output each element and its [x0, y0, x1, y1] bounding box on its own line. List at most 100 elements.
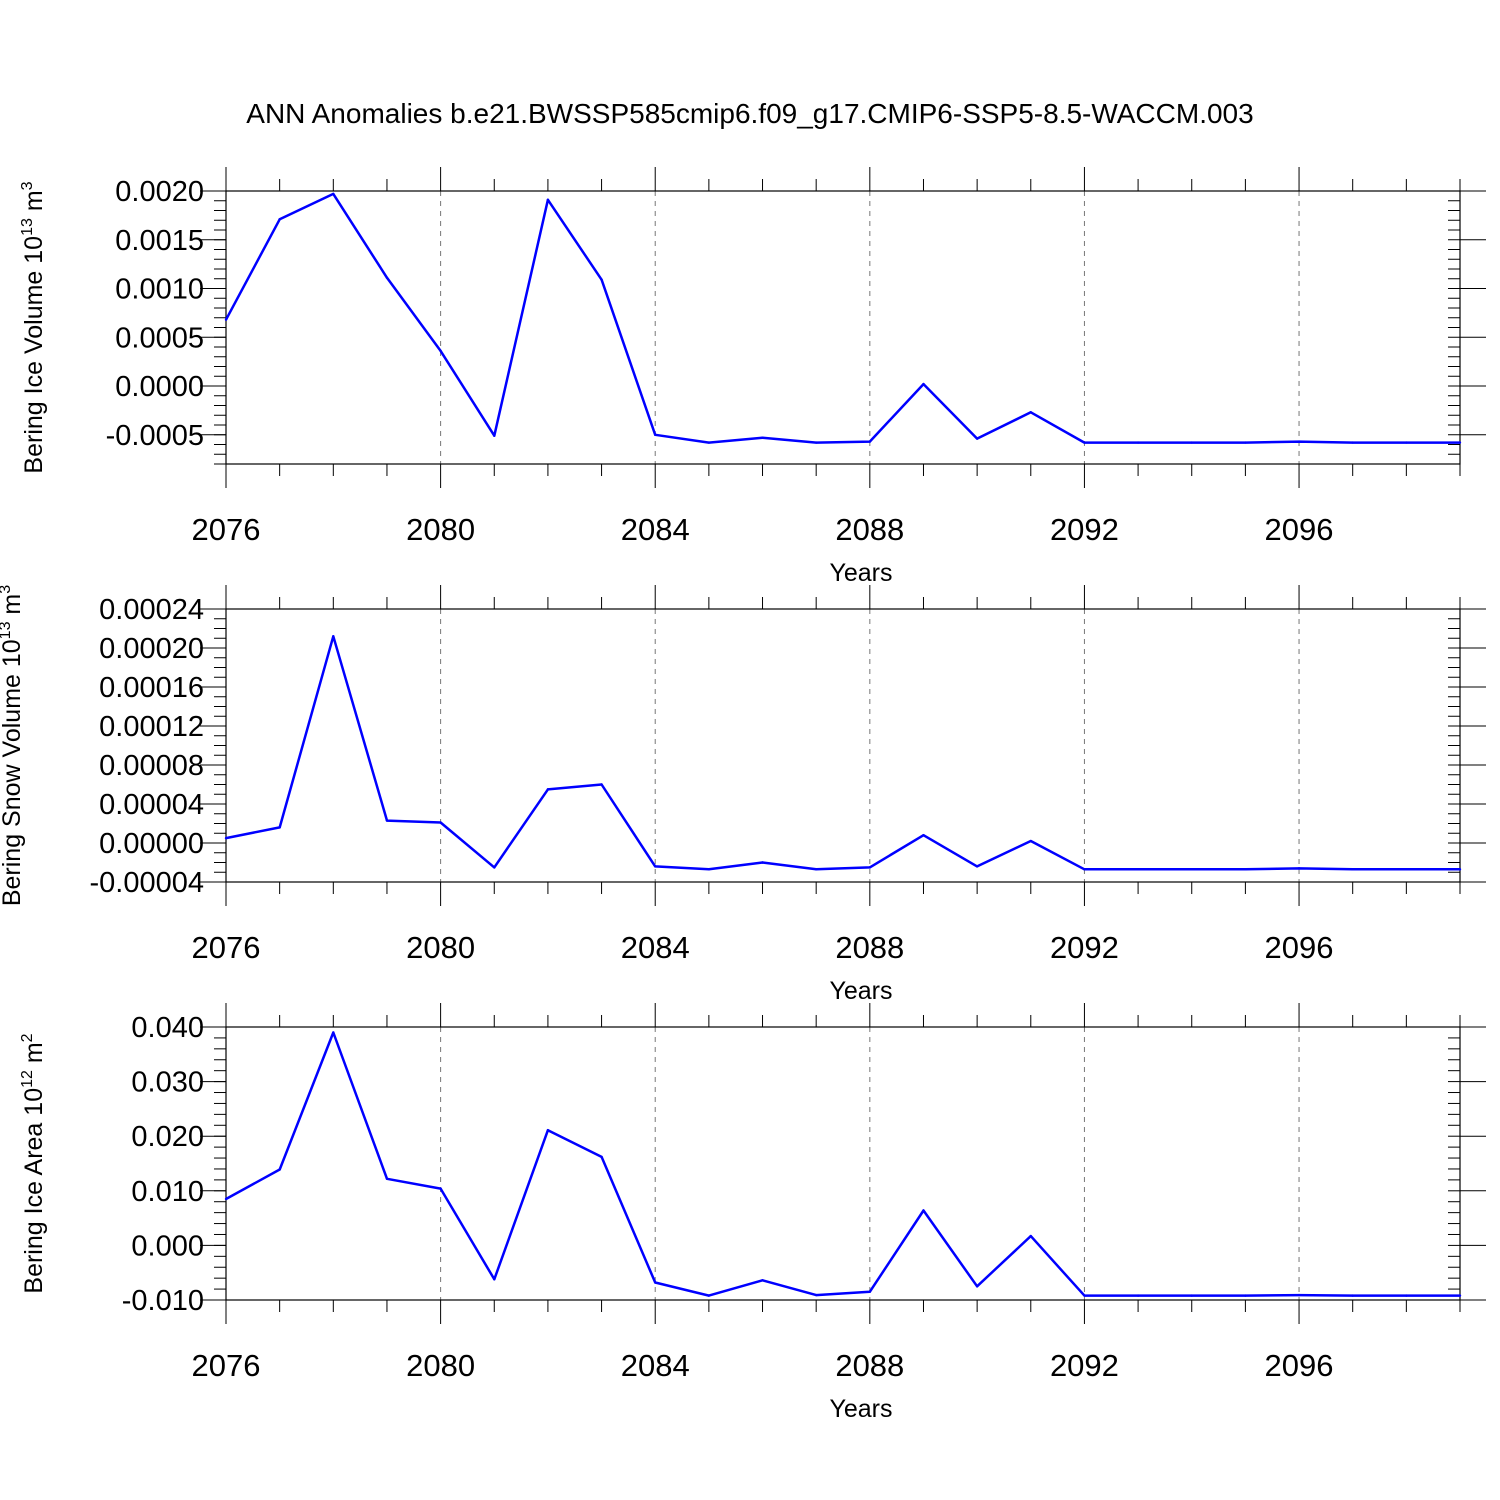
panel-2-x-tick-label-1: 2080 — [406, 1348, 475, 1383]
panel-1-data-point-2080 — [439, 821, 442, 824]
panel-1-data-point-2083 — [600, 783, 603, 786]
panel-0-y-tick-label-4: 0.0015 — [115, 225, 204, 257]
panel-2-y-tick-label-1: 0.000 — [131, 1230, 204, 1262]
panel-2-data-point-2080 — [439, 1187, 442, 1190]
panel-1-series-line — [225, 635, 1460, 871]
panel-0-data-point-2095 — [1244, 441, 1247, 444]
panel-0-data-point-2076 — [224, 318, 228, 321]
panel-2-data-point-2078 — [332, 1031, 335, 1034]
panel-2-data-point-2091 — [1029, 1234, 1032, 1238]
panel-2-data-point-2099 — [1458, 1294, 1462, 1297]
panel-0-data-point-2082 — [546, 198, 550, 201]
panel-0-y-tick-label-5: 0.0020 — [115, 176, 204, 208]
panel-1-y-tick-label-0: -0.00004 — [90, 867, 205, 899]
panel-1-data-point-2092 — [1083, 868, 1086, 871]
panel-1-data-point-2089 — [922, 834, 925, 837]
panel-2-data-point-2082 — [546, 1128, 550, 1132]
panel-0-x-tick-label-1: 2080 — [406, 512, 475, 547]
panel-0-data-point-2079 — [385, 276, 389, 279]
panel-1-data-point-2082 — [546, 788, 550, 791]
panel-1-data-point-2088 — [868, 866, 872, 869]
panel-2-data-point-2093 — [1136, 1294, 1140, 1297]
panel-1-y-tick-label-4: 0.00012 — [99, 711, 204, 743]
panel-0-y-tick-label-1: 0.0000 — [115, 371, 204, 403]
panel-0-data-point-2089 — [922, 382, 925, 386]
panel-1-data-point-2095 — [1244, 868, 1247, 871]
panel-1-data-point-2097 — [1351, 868, 1354, 871]
panel-2-x-tick-label-4: 2092 — [1050, 1348, 1119, 1383]
panel-0-data-point-2090 — [975, 437, 979, 440]
panel-2-y-tick-label-3: 0.020 — [131, 1121, 204, 1153]
panel-2-data-point-2088 — [868, 1290, 872, 1294]
panel-0-data-point-2094 — [1190, 441, 1193, 444]
panel-0-y-axis-label: Bering Ice Volume 1013 m3 — [19, 181, 48, 473]
panel-0-data-point-2091 — [1029, 411, 1032, 414]
panel-1-data-point-2077 — [278, 826, 281, 829]
panel-0-y-tick-label-0: -0.0005 — [106, 420, 204, 452]
panel-1-data-point-2091 — [1029, 839, 1032, 843]
panel-0-data-point-2099 — [1458, 441, 1462, 444]
panel-2-data-point-2084 — [654, 1281, 657, 1284]
panel-1-x-tick-label-2: 2084 — [621, 930, 690, 965]
panel-0-x-axis-label: Years — [829, 559, 892, 587]
panel-0-data-point-2096 — [1297, 440, 1301, 443]
panel-2-x-tick-label-0: 2076 — [192, 1348, 261, 1383]
panel-1-data-point-2085 — [707, 868, 711, 871]
panel-2-data-point-2077 — [278, 1168, 281, 1171]
panel-1-x-tick-label-5: 2096 — [1265, 930, 1334, 965]
panel-2-y-tick-label-4: 0.030 — [131, 1067, 204, 1099]
panel-0-data-point-2086 — [761, 436, 764, 439]
panel-1-data-point-2086 — [761, 861, 764, 864]
panel-2-data-point-2079 — [385, 1177, 389, 1180]
panel-0-data-point-2087 — [814, 441, 818, 444]
panel-0-data-point-2088 — [868, 440, 872, 443]
panel-1-x-tick-label-0: 2076 — [192, 930, 261, 965]
panel-1-data-point-2094 — [1190, 868, 1193, 871]
panel-1-data-point-2096 — [1297, 867, 1301, 870]
panel-1-data-point-2076 — [224, 836, 228, 840]
panel-1-y-tick-label-3: 0.00008 — [99, 750, 204, 782]
panel-0-data-point-2085 — [707, 441, 711, 444]
panel-2-x-tick-label-3: 2088 — [835, 1348, 904, 1383]
panel-1-data-point-2087 — [814, 868, 818, 871]
panel-1-x-axis-label: Years — [829, 977, 892, 1005]
panel-0-y-tick-label-3: 0.0010 — [115, 274, 204, 306]
panel-1-x-tick-label-3: 2088 — [835, 930, 904, 965]
panel-2-y-axis-label: Bering Ice Area 1012 m2 — [19, 1033, 48, 1293]
panel-2-y-tick-label-2: 0.010 — [131, 1176, 204, 1208]
panel-2-data-point-2096 — [1297, 1293, 1301, 1297]
panel-2-data-point-2083 — [600, 1155, 603, 1159]
panel-0-data-point-2093 — [1136, 441, 1140, 444]
panel-0-data-point-2097 — [1351, 441, 1354, 444]
panel-1-data-point-2098 — [1405, 868, 1408, 871]
panel-2-x-axis-label: Years — [829, 1395, 892, 1423]
panel-1-data-point-2081 — [493, 866, 496, 869]
panel-0-y-tick-label-2: 0.0005 — [115, 322, 204, 354]
panel-2-x-tick-label-5: 2096 — [1265, 1348, 1334, 1383]
panel-0-x-tick-label-3: 2088 — [835, 512, 904, 547]
panel-1-data-point-2079 — [385, 819, 389, 822]
panel-0-data-point-2077 — [278, 218, 281, 221]
panel-1-data-point-2084 — [654, 865, 657, 868]
panel-0-data-point-2084 — [654, 433, 657, 436]
panel-2-plot-frame — [225, 1026, 1461, 1301]
panel-0-data-point-2078 — [332, 192, 335, 196]
panel-0-data-point-2092 — [1083, 441, 1086, 444]
panel-2-data-point-2090 — [975, 1285, 979, 1288]
panel-1-y-axis-label: Bering Snow Volume 1013 m3 — [0, 585, 26, 906]
panel-0-series-line — [224, 192, 1460, 444]
panel-1-data-point-2093 — [1136, 868, 1140, 871]
panel-1-x-tick-label-4: 2092 — [1050, 930, 1119, 965]
panel-2-x-tick-label-2: 2084 — [621, 1348, 690, 1383]
panel-2-data-point-2092 — [1083, 1294, 1086, 1297]
panel-2-data-point-2098 — [1405, 1294, 1408, 1297]
panel-2-data-point-2089 — [922, 1209, 925, 1212]
panel-0-x-tick-label-0: 2076 — [192, 512, 261, 547]
panel-2-data-point-2087 — [814, 1293, 818, 1297]
panel-2-data-point-2095 — [1244, 1294, 1247, 1297]
figure-title: ANN Anomalies b.e21.BWSSP585cmip6.f09_g1… — [246, 98, 1254, 129]
panel-0-data-point-2080 — [439, 349, 442, 353]
